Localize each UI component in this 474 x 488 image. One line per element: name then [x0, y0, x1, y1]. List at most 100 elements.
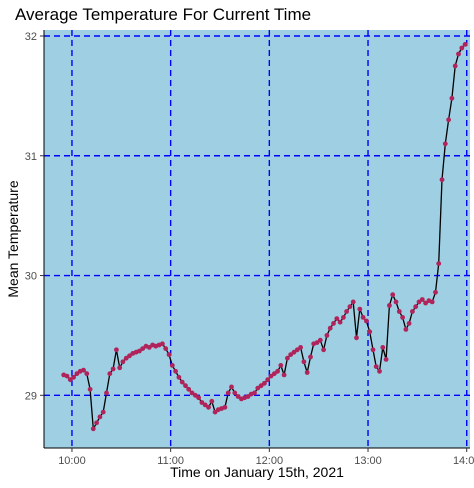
data-point: [271, 371, 277, 377]
x-tick-label: 14:00: [453, 455, 474, 467]
data-point: [390, 292, 396, 298]
data-point: [94, 420, 99, 426]
data-point: [400, 315, 405, 320]
x-tick-label: 10:00: [58, 455, 86, 467]
data-point: [64, 373, 70, 379]
data-point: [327, 325, 333, 331]
data-point: [81, 367, 86, 373]
x-tick-label: 13:00: [354, 455, 382, 467]
data-point: [229, 384, 234, 390]
data-point: [110, 366, 116, 372]
x-tick-label: 11:00: [157, 455, 184, 467]
data-point: [413, 304, 419, 310]
data-point: [114, 347, 119, 353]
data-point: [341, 315, 346, 320]
data-point: [396, 309, 402, 314]
data-point: [169, 363, 175, 368]
data-point: [294, 347, 300, 353]
data-point: [383, 357, 389, 362]
data-point: [67, 377, 73, 383]
data-point: [367, 329, 373, 335]
data-point: [258, 383, 264, 389]
data-point: [347, 304, 353, 310]
data-point: [189, 390, 195, 396]
data-point: [410, 309, 415, 314]
data-point: [268, 373, 274, 379]
data-point: [146, 345, 152, 350]
data-point: [298, 345, 303, 350]
data-point: [166, 352, 172, 357]
data-point: [278, 363, 284, 368]
data-point: [173, 368, 179, 374]
data-point: [324, 333, 330, 338]
data-point: [350, 299, 356, 305]
data-point: [74, 371, 80, 377]
y-tick-label: 30: [25, 271, 37, 283]
data-point: [337, 319, 343, 325]
data-point: [127, 353, 132, 359]
data-point: [334, 316, 340, 321]
data-point: [321, 347, 326, 353]
data-point: [222, 404, 228, 410]
data-point: [192, 392, 198, 398]
data-point: [406, 321, 412, 326]
data-point: [160, 341, 165, 347]
data-point: [433, 289, 438, 295]
data-point: [71, 374, 76, 380]
data-point: [196, 395, 202, 401]
y-tick-label: 29: [25, 390, 37, 402]
data-point: [377, 368, 382, 374]
data-points: [61, 42, 468, 432]
data-point: [373, 364, 379, 369]
data-point: [285, 355, 290, 361]
data-point: [123, 355, 129, 361]
data-point: [97, 414, 103, 420]
data-point: [137, 348, 142, 354]
data-point: [380, 345, 386, 350]
data-point: [262, 380, 267, 386]
data-point: [308, 354, 313, 360]
data-point: [357, 306, 363, 312]
data-point: [206, 404, 211, 410]
data-point: [275, 368, 280, 374]
plot-panel: [44, 30, 470, 448]
data-point: [442, 141, 448, 147]
x-tick-label: 12:00: [256, 455, 284, 467]
y-axis-label: Mean Temperature: [5, 180, 21, 297]
data-point: [344, 309, 349, 314]
data-point: [288, 352, 294, 357]
data-point: [186, 386, 192, 392]
data-point: [416, 299, 422, 305]
x-axis-label: Time on January 15th, 2021: [170, 464, 344, 480]
data-point: [163, 346, 169, 351]
data-point: [252, 390, 257, 396]
data-point: [140, 346, 146, 351]
data-point: [449, 95, 455, 101]
data-point: [202, 402, 208, 408]
data-point: [225, 390, 231, 396]
data-point: [232, 390, 238, 396]
data-point: [317, 337, 323, 343]
data-point: [291, 349, 297, 355]
data-point: [104, 390, 109, 396]
data-point: [199, 400, 205, 405]
data-point: [387, 303, 392, 308]
x-axis-ticks: 10:00 11:00 12:00 13:00 14:00: [58, 448, 474, 467]
data-point: [100, 409, 106, 415]
y-tick-label: 31: [25, 151, 37, 163]
data-point: [314, 340, 320, 345]
data-point: [120, 359, 126, 365]
data-point: [281, 372, 287, 378]
data-point: [87, 386, 93, 392]
data-point: [393, 299, 399, 305]
data-point: [183, 383, 188, 389]
data-point: [452, 63, 458, 69]
data-point: [255, 385, 261, 391]
data-point: [304, 370, 310, 375]
data-point: [403, 327, 409, 332]
y-axis-ticks: 29 30 31 32: [25, 31, 44, 402]
grid-lines: [44, 30, 470, 448]
data-point: [179, 379, 185, 385]
data-point: [235, 394, 241, 399]
